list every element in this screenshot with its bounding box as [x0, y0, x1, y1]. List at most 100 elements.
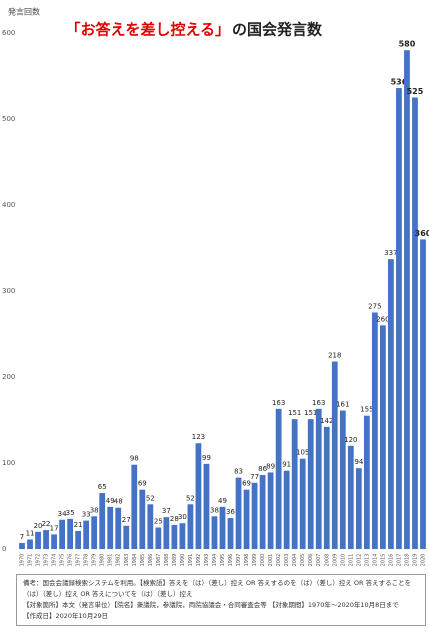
y-tick-label: 500 — [2, 115, 15, 123]
data-label: 37 — [162, 507, 171, 515]
data-label: 91 — [282, 461, 291, 469]
bar — [211, 516, 218, 549]
bar — [235, 477, 242, 549]
data-label: 21 — [74, 521, 83, 529]
x-tick-label: 2013 — [364, 554, 370, 567]
data-label: 151 — [304, 409, 317, 417]
bar — [115, 507, 122, 549]
data-label: 35 — [66, 509, 75, 517]
data-label: 120 — [344, 436, 357, 444]
x-tick-label: 2020 — [420, 554, 426, 567]
bar — [339, 410, 346, 549]
x-tick-label: 1990 — [180, 554, 186, 567]
bar — [171, 524, 178, 549]
data-label: 536 — [391, 78, 408, 87]
bar — [355, 468, 362, 549]
bar — [163, 517, 170, 549]
bar — [99, 493, 106, 549]
bar — [35, 531, 41, 549]
data-label: 49 — [106, 497, 115, 505]
y-axis-label: 発言回数 — [8, 7, 40, 17]
data-label: 34 — [58, 510, 67, 518]
x-tick-label: 2017 — [396, 554, 402, 567]
data-label: 17 — [50, 524, 59, 532]
data-label: 38 — [210, 506, 219, 514]
x-tick-label: 2012 — [356, 554, 362, 567]
x-tick-label: 1979 — [92, 554, 98, 567]
data-label: 7 — [20, 533, 24, 541]
data-label: 11 — [26, 530, 35, 538]
data-label: 105 — [296, 449, 309, 457]
bar — [91, 516, 98, 549]
x-tick-label: 2006 — [308, 554, 314, 567]
x-tick-label: 1991 — [188, 554, 194, 567]
note-line: 【作成日】2020年10月29日 — [23, 612, 109, 620]
y-tick-label: 100 — [2, 459, 15, 467]
bar — [275, 408, 282, 549]
x-tick-label: 1980 — [100, 554, 106, 567]
x-tick-label: 1978 — [84, 554, 90, 567]
data-label: 99 — [202, 454, 211, 462]
x-tick-label: 1999 — [252, 554, 258, 567]
x-tick-label: 2000 — [260, 554, 266, 567]
x-tick-label: 2007 — [316, 554, 322, 567]
data-label: 337 — [384, 249, 397, 257]
x-tick-label: 1982 — [116, 554, 122, 567]
data-label: 163 — [272, 399, 285, 407]
data-label: 77 — [250, 473, 259, 481]
x-tick-label: 1987 — [156, 554, 162, 567]
bar — [147, 504, 154, 549]
x-tick-label: 1976 — [68, 554, 74, 567]
bar — [267, 472, 274, 549]
data-label: 49 — [218, 497, 227, 505]
x-tick-label: 1971 — [28, 554, 34, 567]
bar — [67, 518, 74, 549]
x-tick-label: 1994 — [212, 554, 218, 567]
x-tick-label: 1985 — [140, 554, 146, 567]
data-label: 20 — [34, 522, 43, 530]
data-label: 28 — [170, 515, 179, 523]
x-tick-label: 1983 — [124, 554, 130, 567]
x-tick-label: 1974 — [52, 554, 58, 567]
x-tick-label: 1973 — [44, 554, 50, 567]
x-tick-label: 1988 — [164, 554, 170, 567]
x-tick-label: 1996 — [228, 554, 234, 567]
data-label: 260 — [376, 315, 389, 323]
x-tick-label: 1997 — [236, 554, 242, 567]
bar — [227, 518, 234, 549]
bar — [155, 527, 162, 549]
data-label: 155 — [360, 406, 373, 414]
x-tick-label: 2009 — [332, 554, 338, 567]
x-tick-label: 2016 — [388, 554, 394, 567]
x-tick-label: 1989 — [172, 554, 178, 567]
data-label: 69 — [242, 480, 251, 488]
data-label: 89 — [266, 462, 275, 470]
x-tick-label: 1992 — [196, 554, 202, 567]
x-tick-label: 2001 — [268, 554, 274, 567]
bar — [123, 525, 130, 549]
data-label: 48 — [114, 498, 123, 506]
y-tick-label: 0 — [2, 545, 6, 553]
bar — [323, 426, 330, 549]
x-tick-label: 1993 — [204, 554, 210, 567]
y-tick-label: 200 — [2, 373, 15, 381]
x-tick-label: 1998 — [244, 554, 250, 567]
x-tick-label: 1977 — [76, 554, 82, 567]
bar — [19, 542, 25, 549]
bar — [299, 458, 306, 549]
x-tick-label: 1981 — [108, 554, 114, 567]
x-tick-label: 1970 — [20, 554, 26, 567]
x-tick-label: 1984 — [132, 554, 138, 567]
chart: 発言回数 「お答えを差し控える」 の国会発言数 0 100 200 300 400 500… — [2, 7, 429, 567]
bar — [195, 443, 202, 549]
data-label: 38 — [90, 506, 99, 514]
data-label: 218 — [328, 352, 341, 360]
data-label: 22 — [42, 520, 51, 528]
bar — [27, 539, 33, 549]
data-label: 580 — [399, 40, 416, 49]
bar — [187, 504, 194, 549]
note-box: 備考：国会会議録検索システムを利用。【検索語】答えを（は）（差し）控え OR 答… — [16, 574, 426, 626]
bar — [243, 489, 250, 549]
